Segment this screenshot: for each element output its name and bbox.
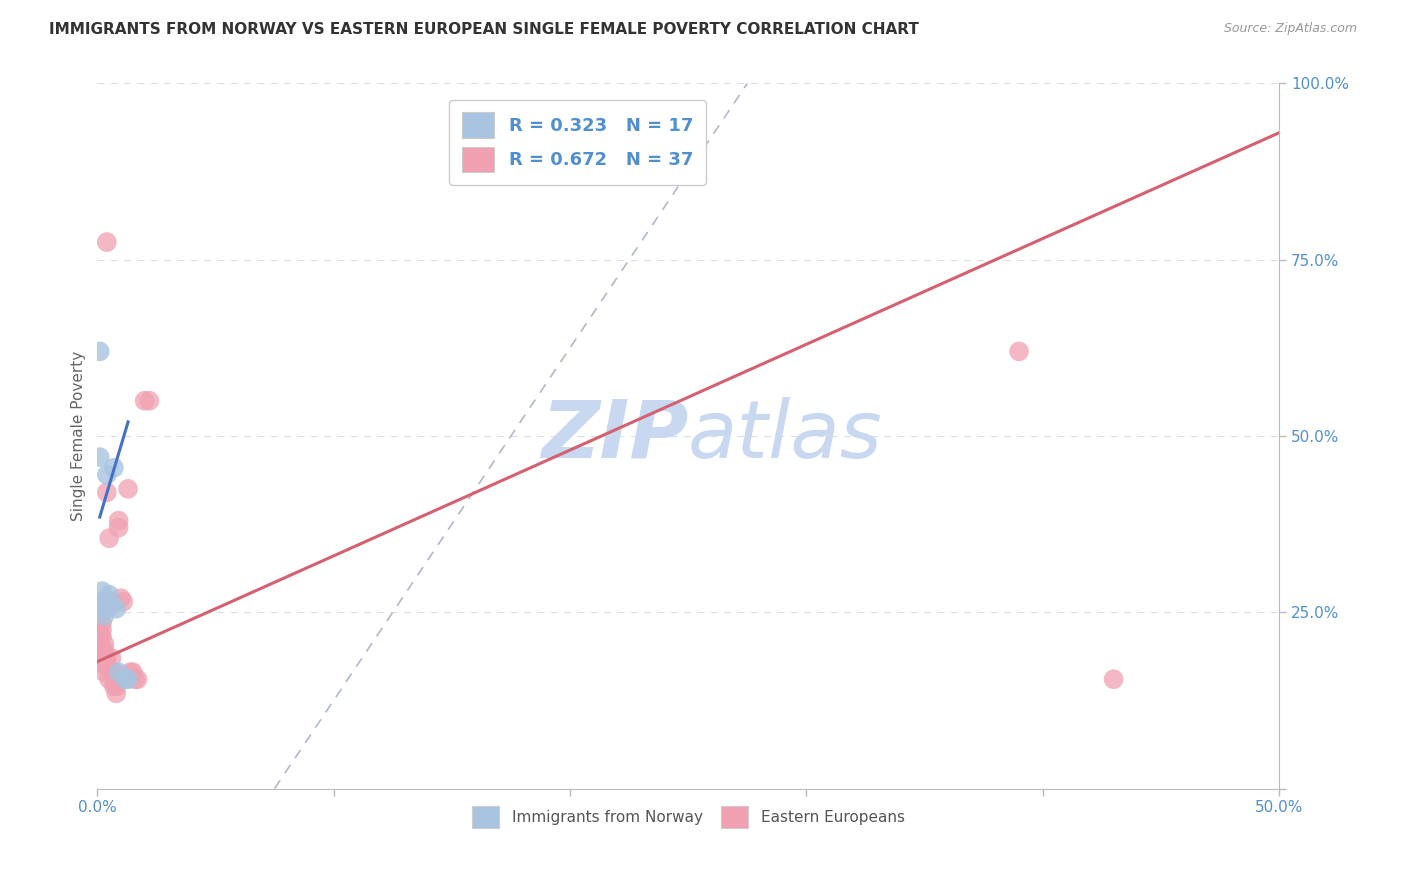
Point: [103, 460, 125, 475]
Point: [100, 595, 122, 609]
Point: [96, 595, 118, 609]
Point: [1102, 672, 1125, 686]
Point: [121, 665, 143, 680]
Point: [89, 608, 111, 623]
Point: [93, 637, 115, 651]
Point: [96, 467, 118, 482]
Point: [93, 608, 115, 623]
Point: [96, 658, 118, 673]
Point: [105, 679, 128, 693]
Legend: Immigrants from Norway, Eastern Europeans: Immigrants from Norway, Eastern European…: [465, 800, 911, 834]
Point: [117, 672, 139, 686]
Point: [91, 584, 114, 599]
Point: [91, 601, 114, 615]
Point: [107, 521, 129, 535]
Point: [91, 623, 114, 637]
Point: [114, 672, 136, 686]
Point: [89, 344, 111, 359]
Point: [93, 665, 115, 680]
Point: [107, 514, 129, 528]
Point: [105, 601, 128, 615]
Y-axis label: Single Female Poverty: Single Female Poverty: [72, 351, 86, 521]
Point: [1008, 344, 1031, 359]
Point: [120, 665, 142, 680]
Text: IMMIGRANTS FROM NORWAY VS EASTERN EUROPEAN SINGLE FEMALE POVERTY CORRELATION CHA: IMMIGRANTS FROM NORWAY VS EASTERN EUROPE…: [49, 22, 920, 37]
Point: [138, 393, 160, 408]
Point: [124, 672, 146, 686]
Text: Source: ZipAtlas.com: Source: ZipAtlas.com: [1223, 22, 1357, 36]
Point: [107, 665, 129, 680]
Point: [91, 630, 114, 644]
Point: [93, 598, 115, 612]
Point: [93, 601, 115, 615]
Point: [134, 393, 156, 408]
Point: [89, 626, 111, 640]
Point: [117, 482, 139, 496]
Point: [98, 672, 121, 686]
Point: [91, 615, 114, 630]
Point: [112, 595, 135, 609]
Point: [105, 686, 128, 700]
Text: ZIP: ZIP: [541, 397, 688, 475]
Point: [89, 450, 111, 464]
Point: [98, 588, 121, 602]
Point: [127, 672, 149, 686]
Point: [98, 531, 121, 545]
Point: [103, 679, 125, 693]
Point: [100, 651, 122, 665]
Point: [96, 485, 118, 500]
Point: [103, 665, 125, 680]
Text: atlas: atlas: [688, 397, 883, 475]
Point: [96, 235, 118, 249]
Point: [93, 651, 115, 665]
Point: [91, 644, 114, 658]
Point: [100, 598, 122, 612]
Point: [93, 658, 115, 673]
Point: [91, 595, 114, 609]
Point: [96, 651, 118, 665]
Point: [110, 591, 132, 606]
Point: [103, 669, 125, 683]
Point: [93, 644, 115, 658]
